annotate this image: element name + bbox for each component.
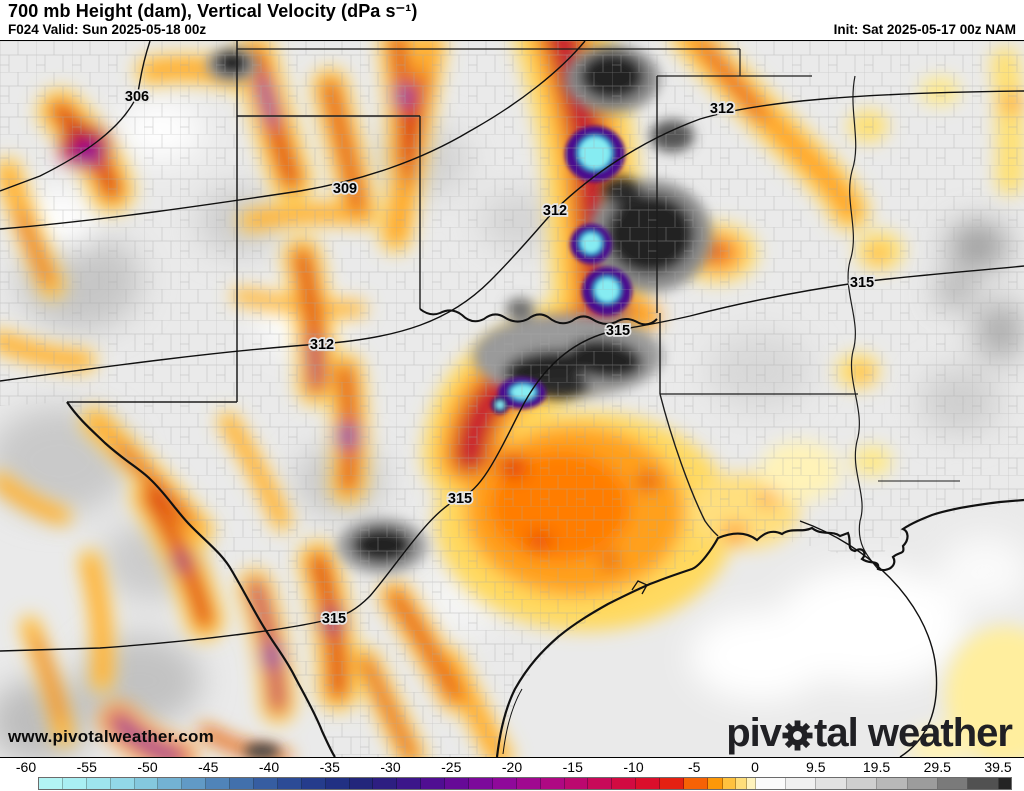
watermark-text: www.pivotalweather.com [8,727,214,746]
colorbar-cell [134,778,159,789]
colorbar-cell [816,778,847,789]
colorbar-cell [516,778,541,789]
state-borders [67,41,960,570]
colorbar-cell [612,778,637,789]
colorbar-tick-label: -30 [380,759,401,775]
colorbar-tick-label: -5 [688,759,701,775]
colorbar-cell [907,778,938,789]
colorbar-cell [755,778,787,789]
logo-text-piv: piv [726,711,782,755]
colorbar-tick-label: -40 [258,759,280,775]
colorbar-cell [62,778,87,789]
colorbar-labels: -60 -55 -50 -45 -40 -35 -30 -25 -20 -15 -10 -5 0 9.5 1… [0,758,1024,776]
colorbar-cell [206,778,231,789]
colorbar-cell [277,778,302,789]
colorbar-cell [39,778,63,789]
colorbar-tick-label: 29.5 [923,759,951,775]
colorbar-cell [492,778,517,789]
colorbar-tick-label: 39.5 [984,759,1012,775]
colorbar-tick-label: 19.5 [862,759,891,775]
map-title: 700 mb Height (dam), Vertical Velocity (… [8,1,418,21]
colorbar-cell [786,778,817,789]
contour-label: 312 [310,337,334,353]
colorbar-cell [877,778,908,789]
contour-labels: 306 309 312 312 312 315 315 315 315 [123,87,876,629]
colorbar-cell [421,778,446,789]
colorbar-cell [349,778,374,789]
colorbar-cell [540,778,565,789]
logo-text-tal-weather: tal weather [814,711,1013,755]
colorbar-cell [373,778,398,789]
colorbar-cell [301,778,326,789]
contour-label: 312 [710,101,734,117]
colorbar: -60 -55 -50 -45 -40 -35 -30 -25 -20 -15 -10 -5 0 9.5 1… [0,758,1024,791]
contour-label: 312 [543,203,567,219]
colorbar-tick-label: -45 [198,759,219,775]
contour-label: 315 [448,491,472,507]
colorbar-tick-label: -50 [137,759,158,775]
contour-label: 315 [850,275,874,291]
colorbar-cell [707,778,723,789]
weather-map: 306 309 312 312 312 315 315 315 315 www.… [0,40,1024,758]
colorbar-tick-label: -55 [76,759,97,775]
contour-label: 306 [125,89,149,105]
header: 700 mb Height (dam), Vertical Velocity (… [0,0,1024,40]
colorbar-cell [998,778,1011,789]
colorbar-cell [660,778,685,789]
pivotal-weather-logo: piv [726,711,1013,755]
rivers-and-coast [66,308,1024,757]
colorbar-tick-label: -10 [623,759,644,775]
colorbar-cell [846,778,878,789]
colorbar-gradient [38,777,1012,790]
map-canvas: 306 309 312 312 312 315 315 315 315 [0,41,1024,757]
contour-label: 309 [333,181,357,197]
colorbar-cell [684,778,708,789]
forecast-valid-label: F024 Valid: Sun 2025-05-18 00z [8,22,207,37]
colorbar-cell [325,778,350,789]
colorbar-cell [469,778,493,789]
colorbar-cell [397,778,422,789]
model-init-label: Init: Sat 2025-05-17 00z NAM [833,22,1016,37]
colorbar-cell [445,778,470,789]
colorbar-cell [182,778,207,789]
colorbar-tick-label: 9.5 [806,759,826,775]
colorbar-cell [722,778,736,789]
colorbar-cell [968,778,999,789]
colorbar-cell [254,778,278,789]
county-grid [0,41,1024,757]
colorbar-tick-label: -25 [441,759,462,775]
colorbar-cell [110,778,135,789]
colorbar-tick-label: -60 [15,759,37,775]
contour-label: 315 [606,323,630,339]
colorbar-cell [230,778,255,789]
colorbar-cell [735,778,747,789]
colorbar-tick-label: -20 [501,759,523,775]
colorbar-cell [636,778,661,789]
colorbar-cell [937,778,969,789]
colorbar-cell [158,778,183,789]
colorbar-tick-label: 0 [751,759,759,775]
colorbar-cell [86,778,111,789]
colorbar-tick-label: -35 [319,759,340,775]
colorbar-cell [588,778,613,789]
gear-icon [782,719,813,751]
height-contours [0,41,1024,757]
colorbar-cell [564,778,589,789]
colorbar-tick-label: -15 [562,759,583,775]
contour-label: 315 [322,611,346,627]
colorbar-cell [746,778,756,789]
